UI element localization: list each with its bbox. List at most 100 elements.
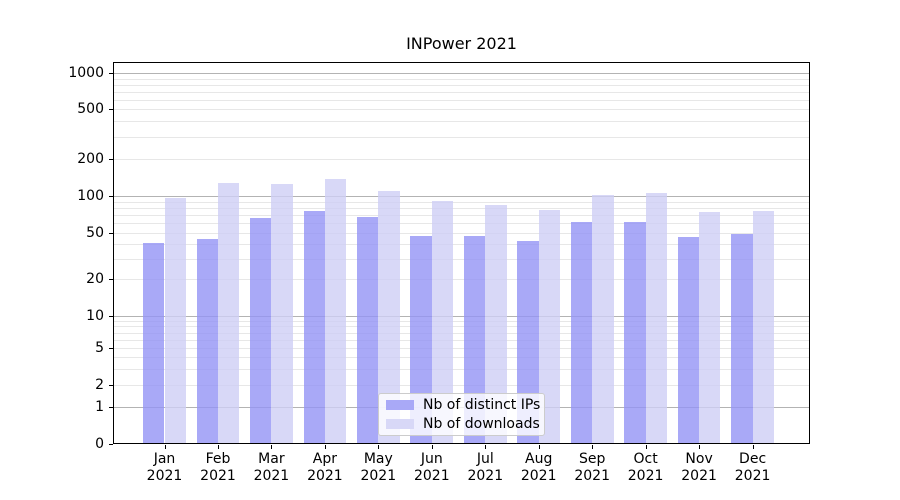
y-tick-mark (109, 73, 113, 74)
gridline-minor (113, 136, 810, 138)
bar-apr-s1 (324, 179, 347, 444)
bar-nov-s0 (677, 237, 700, 444)
y-tick-label: 10 (86, 307, 104, 324)
gridline-major (113, 73, 810, 74)
legend-item: Nb of downloads (386, 416, 544, 432)
legend-swatch (386, 419, 414, 429)
x-tick-mark (592, 445, 594, 449)
x-tick-mark (271, 445, 273, 449)
bar-may-s1 (378, 190, 400, 444)
y-tick-mark (109, 279, 113, 280)
x-tick-label: Nov 2021 (667, 451, 731, 485)
bar-dec-s1 (752, 210, 774, 444)
y-tick-mark (109, 196, 113, 197)
bar-jul-s0 (463, 236, 486, 444)
gridline-minor (113, 339, 810, 341)
x-tick-month: Jan (153, 451, 176, 467)
x-tick-mark (378, 445, 380, 449)
bar-mar-s0 (250, 218, 272, 444)
x-tick-year: 2021 (520, 468, 557, 484)
bar-sep-s1 (592, 194, 614, 444)
x-tick-year: 2021 (574, 468, 610, 484)
bar-dec-s0 (731, 234, 753, 444)
bar-sep-s0 (570, 221, 593, 444)
gridline-minor (113, 368, 810, 370)
gridline-major (113, 316, 810, 317)
x-tick-month: Sep (578, 451, 606, 467)
y-tick-mark (109, 348, 113, 349)
y-tick-mark (109, 444, 113, 445)
x-tick-label: Dec 2021 (721, 451, 785, 485)
x-tick-label: Mar 2021 (239, 451, 303, 485)
x-tick-year: 2021 (734, 468, 771, 484)
legend-label: Nb of distinct IPs (423, 397, 541, 413)
x-tick-month: Apr (312, 451, 337, 467)
x-tick-year: 2021 (307, 468, 343, 484)
x-tick-mark (324, 445, 326, 449)
gridline-major (113, 196, 810, 197)
gridline-minor (113, 201, 810, 203)
x-tick-label: Apr 2021 (293, 451, 357, 485)
gridline-minor (113, 223, 810, 225)
bar-apr-s0 (303, 211, 325, 444)
x-tick-mark (431, 445, 433, 449)
x-tick-month: Nov (685, 451, 713, 467)
y-tick-label: 500 (77, 100, 104, 117)
gridline-minor (113, 84, 810, 86)
y-tick-label: 1 (95, 398, 104, 415)
bar-feb-s1 (218, 182, 240, 444)
y-tick-mark (109, 159, 113, 160)
bar-nov-s1 (699, 212, 721, 444)
gridline-minor (113, 320, 810, 322)
chart-title: INPower 2021 (406, 34, 517, 53)
x-tick-year: 2021 (146, 468, 183, 484)
x-tick-month: May (363, 451, 393, 467)
gridline-minor (113, 78, 810, 80)
x-tick-year: 2021 (360, 468, 397, 484)
gridline-minor (113, 326, 810, 328)
bar-feb-s0 (196, 239, 218, 444)
y-tick-mark (109, 109, 113, 110)
x-tick-label: Oct 2021 (614, 451, 678, 485)
y-tick-mark (109, 233, 113, 234)
plot-area: Nb of distinct IPs Nb of downloads (113, 62, 810, 444)
x-tick-label: Jun 2021 (400, 451, 464, 485)
gridline-minor (113, 121, 810, 123)
x-tick-year: 2021 (681, 468, 717, 484)
x-tick-month: Mar (258, 451, 285, 467)
x-tick-year: 2021 (200, 468, 236, 484)
x-tick-label: May 2021 (346, 451, 410, 485)
gridline-minor (113, 348, 810, 349)
x-tick-year: 2021 (627, 468, 664, 484)
bar-jan-s0 (143, 243, 165, 444)
legend: Nb of distinct IPs Nb of downloads (378, 393, 545, 436)
x-tick-month: Dec (739, 451, 767, 467)
legend-label: Nb of downloads (423, 416, 540, 432)
bar-aug-s1 (538, 210, 561, 444)
y-tick-mark (109, 385, 113, 386)
y-tick-label: 50 (86, 224, 104, 241)
x-tick-mark (485, 445, 487, 449)
legend-item: Nb of distinct IPs (386, 397, 544, 413)
gridline-minor (113, 385, 810, 386)
y-tick-label: 2 (95, 376, 104, 393)
bar-oct-s0 (624, 222, 646, 444)
bar-oct-s1 (645, 192, 667, 444)
x-tick-month: Oct (633, 451, 658, 467)
x-tick-label: Jul 2021 (453, 451, 517, 485)
x-tick-label: Jan 2021 (133, 451, 197, 485)
y-tick-label: 200 (77, 150, 104, 167)
y-tick-label: 20 (86, 270, 104, 287)
x-tick-label: Feb 2021 (186, 451, 250, 485)
gridline-minor (113, 258, 810, 260)
bar-jul-s1 (485, 204, 507, 444)
bar-jun-s0 (410, 236, 432, 444)
y-tick-mark (109, 316, 113, 317)
x-tick-year: 2021 (253, 468, 290, 484)
bar-may-s0 (356, 217, 379, 444)
x-tick-month: Feb (205, 451, 231, 467)
x-tick-month: Jun (420, 451, 443, 467)
x-tick-label: Sep 2021 (560, 451, 624, 485)
x-tick-mark (699, 445, 701, 449)
